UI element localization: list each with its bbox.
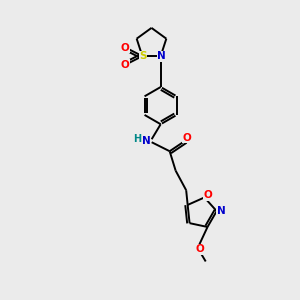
Text: O: O [182, 133, 191, 143]
Text: N: N [217, 206, 225, 216]
Text: S: S [139, 51, 147, 61]
Text: H: H [134, 134, 142, 144]
Text: O: O [204, 190, 212, 200]
Text: O: O [121, 43, 130, 53]
Text: O: O [195, 244, 204, 254]
Text: O: O [121, 59, 130, 70]
Text: N: N [142, 136, 151, 146]
Text: N: N [158, 51, 166, 61]
